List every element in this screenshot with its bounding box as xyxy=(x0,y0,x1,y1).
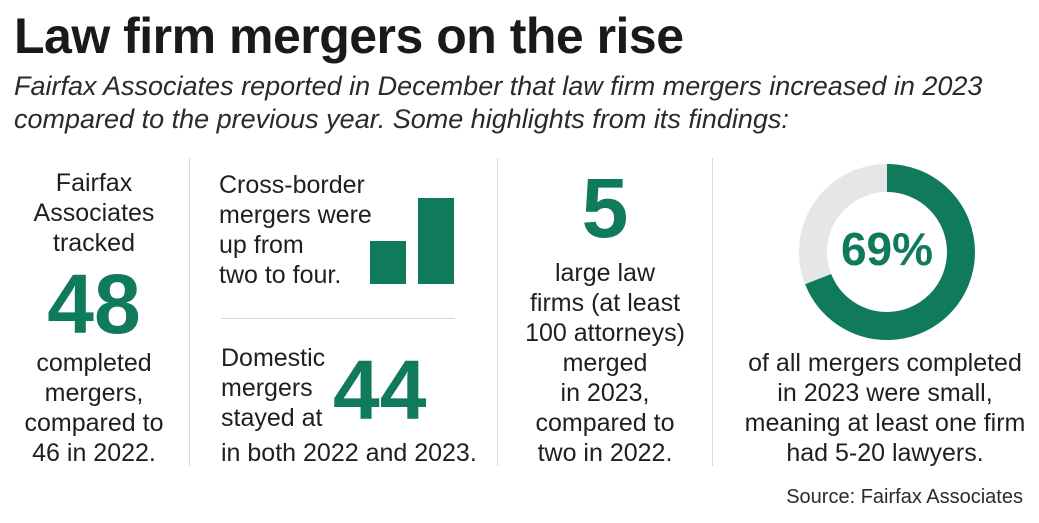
source-credit: Source: Fairfax Associates xyxy=(786,486,1023,508)
stat-total-desc-1: completed xyxy=(36,349,152,377)
stat-domestic-line-1: Domestic xyxy=(221,344,326,372)
stat-cross-border-line-4: two to four. xyxy=(219,261,342,289)
stat-total-desc-4: 46 in 2022. xyxy=(32,439,156,467)
stat-total-intro-3: tracked xyxy=(53,229,135,257)
stat-total-desc-2: mergers, xyxy=(44,379,144,407)
page-subtitle: Fairfax Associates reported in December … xyxy=(14,71,983,134)
stat-large-number: 5 xyxy=(581,161,629,255)
stat-total-intro-1: Fairfax xyxy=(55,169,133,197)
stat-total-number: 48 xyxy=(47,257,141,351)
page-title: Law firm mergers on the rise xyxy=(14,8,684,64)
stat-domestic-number: 44 xyxy=(333,343,427,437)
column-2-divider xyxy=(221,318,455,319)
stat-large-line-7: two in 2022. xyxy=(537,439,673,467)
stat-large-line-1: large law xyxy=(554,259,656,287)
stat-cross-border-line-3: up from xyxy=(219,231,304,259)
stat-cross-border-line-2: mergers were xyxy=(219,201,372,229)
stat-domestic-text: Domestic mergers stayed at xyxy=(221,343,341,433)
stat-small-line-2: in 2023 were small, xyxy=(777,379,993,407)
stat-small-line-1: of all mergers completed xyxy=(748,349,1022,377)
stat-large-line-3: 100 attorneys) xyxy=(525,319,685,347)
stat-cross-border-line-1: Cross-border xyxy=(219,171,365,199)
small-mergers-donut xyxy=(799,164,975,340)
stat-large-firms: 5 large law firms (at least 100 attorney… xyxy=(510,166,700,468)
stat-small-text: of all mergers completed in 2023 were sm… xyxy=(730,348,1039,468)
stat-large-line-4: merged xyxy=(562,349,648,377)
cross-border-bar-chart xyxy=(370,198,454,284)
column-divider-3 xyxy=(712,158,713,466)
column-divider-2 xyxy=(497,158,498,466)
stat-large-line-2: firms (at least xyxy=(529,289,681,317)
stat-domestic-line-3: stayed at xyxy=(221,404,323,432)
stat-cross-border-text: Cross-border mergers were up from two to… xyxy=(219,170,379,290)
cross-border-bar-2023 xyxy=(418,198,454,284)
stat-large-line-6: compared to xyxy=(535,409,675,437)
column-divider-1 xyxy=(189,158,190,466)
stat-large-line-5: in 2023, xyxy=(560,379,650,407)
stat-total-desc-3: compared to xyxy=(24,409,164,437)
stat-total-mergers: Fairfax Associates tracked 48 completed … xyxy=(14,168,174,468)
stat-domestic-tail: in both 2022 and 2023. xyxy=(221,439,477,467)
stat-small-line-4: had 5-20 lawyers. xyxy=(786,439,984,467)
stat-domestic-line-2: mergers xyxy=(221,374,313,402)
stat-small-percent: 69% xyxy=(840,223,934,275)
stat-total-intro-2: Associates xyxy=(33,199,155,227)
cross-border-bar-2022 xyxy=(370,241,406,284)
stat-small-line-3: meaning at least one firm xyxy=(744,409,1026,437)
donut-arc-small-share xyxy=(799,164,975,340)
